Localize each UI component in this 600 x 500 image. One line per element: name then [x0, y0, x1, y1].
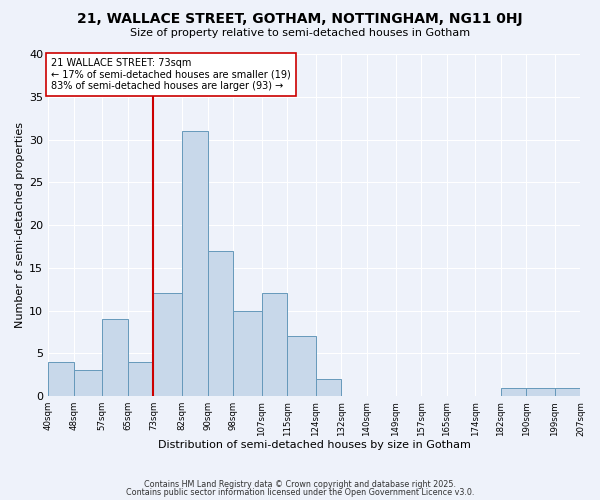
Bar [74, 370, 103, 396]
Bar [526, 388, 555, 396]
Bar [48, 362, 74, 396]
Bar [555, 388, 580, 396]
Bar [182, 131, 208, 396]
Bar [208, 250, 233, 396]
Text: Size of property relative to semi-detached houses in Gotham: Size of property relative to semi-detach… [130, 28, 470, 38]
Bar [501, 388, 526, 396]
Bar [316, 379, 341, 396]
Text: 21, WALLACE STREET, GOTHAM, NOTTINGHAM, NG11 0HJ: 21, WALLACE STREET, GOTHAM, NOTTINGHAM, … [77, 12, 523, 26]
Bar [103, 319, 128, 396]
Text: Contains HM Land Registry data © Crown copyright and database right 2025.: Contains HM Land Registry data © Crown c… [144, 480, 456, 489]
Bar [287, 336, 316, 396]
Text: 21 WALLACE STREET: 73sqm
← 17% of semi-detached houses are smaller (19)
83% of s: 21 WALLACE STREET: 73sqm ← 17% of semi-d… [52, 58, 291, 92]
Text: Contains public sector information licensed under the Open Government Licence v3: Contains public sector information licen… [126, 488, 474, 497]
Y-axis label: Number of semi-detached properties: Number of semi-detached properties [15, 122, 25, 328]
Bar [233, 310, 262, 396]
X-axis label: Distribution of semi-detached houses by size in Gotham: Distribution of semi-detached houses by … [158, 440, 471, 450]
Bar [262, 294, 287, 396]
Bar [154, 294, 182, 396]
Bar [128, 362, 154, 396]
